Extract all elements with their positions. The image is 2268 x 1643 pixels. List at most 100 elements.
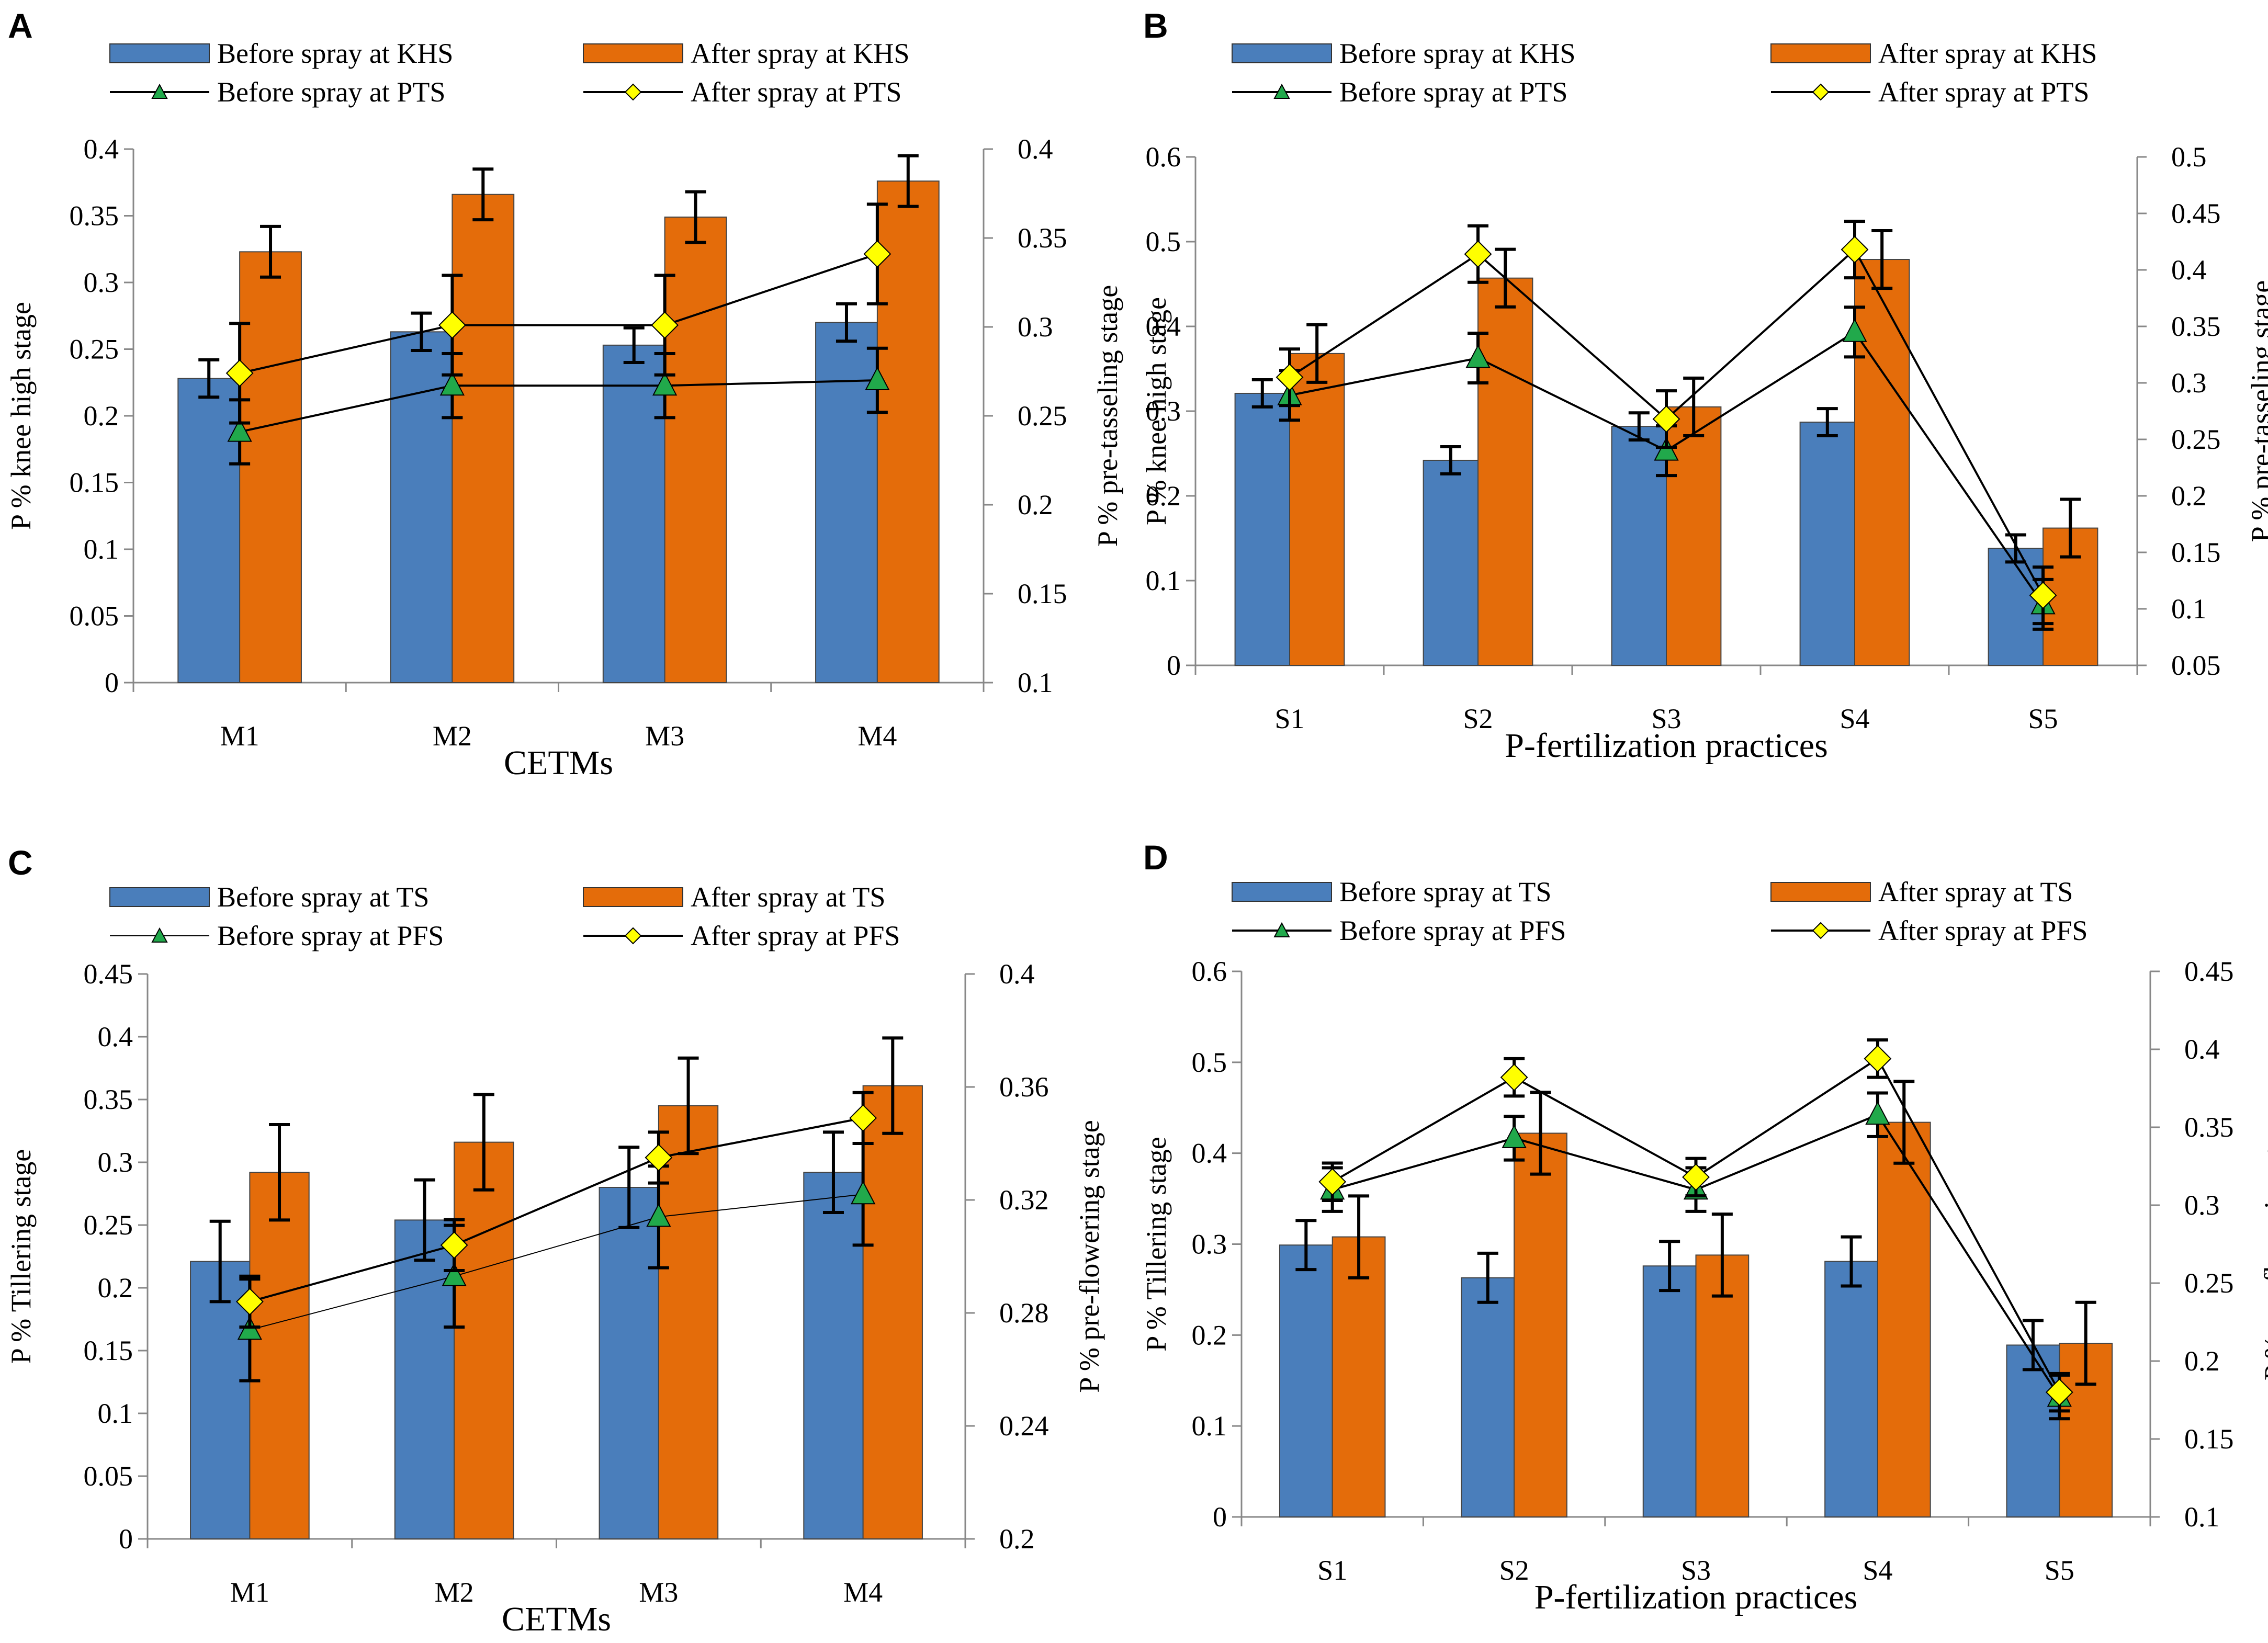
- triangle-marker: [442, 1262, 467, 1286]
- right-tick-label: 0.1: [2171, 593, 2207, 625]
- right-axis-title: P % pre-flowering stage: [1074, 1120, 1105, 1392]
- right-tick-label: 0.15: [1018, 578, 1067, 609]
- legend-swatch: [109, 43, 210, 63]
- bar: [658, 1105, 719, 1539]
- bar: [1611, 426, 1667, 666]
- bar-error-bar: [1477, 1251, 1498, 1304]
- legend-triangle-marker: [1273, 922, 1290, 937]
- bar-error-bar: [260, 224, 281, 279]
- bar-series-before: [1234, 378, 2044, 666]
- left-axis-title: P % knee high stage: [1141, 297, 1172, 525]
- right-tick-label: 0.28: [999, 1297, 1049, 1329]
- bar: [1799, 422, 1856, 666]
- right-tick-label: 0.2: [1018, 489, 1053, 520]
- legend: Before spray at KHS After spray at KHS Bef…: [109, 38, 909, 108]
- left-tick-label: 0.05: [70, 600, 119, 632]
- triangle-marker: [227, 418, 252, 442]
- panel-letter: B: [1143, 6, 1168, 45]
- right-tick-label: 0.24: [999, 1410, 1049, 1442]
- legend-swatch: [1232, 43, 1332, 63]
- bar-error-bar: [623, 326, 645, 364]
- diamond-marker: [849, 1104, 877, 1132]
- x-axis-title: P-fertilization practices: [1534, 1578, 1858, 1616]
- bar-series-after: [1289, 229, 2098, 666]
- left-tick-label: 0.4: [1192, 1138, 1227, 1169]
- bar-error-bar: [1306, 323, 1328, 384]
- bar-error-bar: [1295, 1219, 1317, 1272]
- x-tick-label: S5: [2045, 1555, 2074, 1586]
- left-axis-title: P % knee high stage: [5, 302, 37, 530]
- x-tick-label: S2: [1463, 703, 1493, 734]
- triangle-marker: [1842, 318, 1867, 342]
- diamond-marker: [1318, 1168, 1347, 1196]
- bar: [1461, 1277, 1515, 1518]
- bar-error-bar: [2005, 533, 2026, 564]
- x-tick-label: S1: [1274, 703, 1304, 734]
- chart-panel-b: B Before spray at KHS After spray at KHSBe…: [1141, 6, 2268, 765]
- bar: [390, 331, 453, 683]
- left-tick-label: 0.3: [98, 1147, 133, 1178]
- bar-error-bar: [836, 302, 857, 343]
- bar: [815, 322, 878, 683]
- bar: [1514, 1132, 1567, 1517]
- left-tick-label: 0.2: [1146, 480, 1181, 512]
- right-tick-label: 0.4: [2184, 1034, 2220, 1065]
- legend-swatch: [583, 43, 683, 63]
- series-line: [239, 379, 877, 433]
- bar: [1642, 1265, 1697, 1517]
- bar-error-bar: [209, 1219, 231, 1304]
- x-tick-label: M1: [230, 1577, 269, 1608]
- bar-error-bar: [1659, 1240, 1680, 1293]
- left-tick-label: 0.15: [84, 1335, 133, 1366]
- left-tick-label: 0: [1167, 650, 1181, 681]
- line-series-diamond: [1318, 1038, 2073, 1413]
- bar-error-bar: [472, 167, 494, 222]
- bar: [1279, 1244, 1333, 1517]
- x-tick-label: M3: [645, 720, 684, 752]
- right-tick-label: 0.35: [2171, 311, 2221, 342]
- legend-label: Before spray at PFS: [1339, 915, 1566, 946]
- right-tick-label: 0.4: [2171, 254, 2207, 286]
- legend: Before spray at KHS After spray at KHS Bef…: [1232, 38, 2097, 108]
- bar: [602, 344, 665, 683]
- left-tick-label: 0.3: [84, 267, 119, 298]
- legend-label: After spray at TS: [1878, 876, 2073, 908]
- left-tick-label: 0.1: [98, 1398, 133, 1429]
- x-tick-label: M2: [433, 720, 472, 752]
- x-tick-label: S5: [2028, 703, 2058, 734]
- bar: [1666, 406, 1722, 666]
- right-tick-label: 0.25: [1018, 400, 1067, 432]
- legend-swatch: [1232, 882, 1332, 902]
- right-tick-label: 0.1: [1018, 667, 1053, 698]
- line-series-diamond: [225, 202, 892, 425]
- right-tick-label: 0.32: [999, 1184, 1049, 1216]
- left-tick-label: 0.25: [70, 334, 119, 365]
- line-series-diamond: [1276, 220, 2057, 626]
- bar-error-bar: [473, 1093, 494, 1192]
- left-tick-label: 0: [119, 1523, 133, 1555]
- bar: [1695, 1254, 1750, 1518]
- x-tick-label: M4: [843, 1577, 883, 1608]
- bar-error-bar: [1841, 1235, 1862, 1288]
- bar-error-bar: [685, 190, 706, 244]
- legend-diamond-marker: [1812, 922, 1830, 939]
- x-tick-label: S3: [1681, 1555, 1711, 1586]
- left-tick-label: 0.25: [84, 1209, 133, 1241]
- x-tick-label: S1: [1317, 1555, 1347, 1586]
- bar: [664, 217, 727, 683]
- legend-label: Before spray at PTS: [217, 76, 445, 108]
- legend-triangle-marker: [1273, 83, 1290, 99]
- bar: [803, 1172, 864, 1539]
- diamond-marker: [1864, 1045, 1892, 1073]
- left-tick-label: 0.5: [1192, 1047, 1227, 1078]
- legend-label: After spray at TS: [691, 881, 885, 913]
- right-axis-title: P % pre-tasseling stage: [2246, 280, 2268, 542]
- left-tick-label: 0.15: [70, 467, 119, 498]
- bar: [452, 194, 515, 683]
- bar-error-bar: [414, 1178, 435, 1262]
- right-tick-label: 0.3: [1018, 311, 1053, 343]
- left-axis-title: P % Tillering stage: [1141, 1137, 1172, 1352]
- right-axis-title: P % pre-flowering stage: [2259, 1108, 2268, 1380]
- left-tick-label: 0.4: [84, 133, 119, 165]
